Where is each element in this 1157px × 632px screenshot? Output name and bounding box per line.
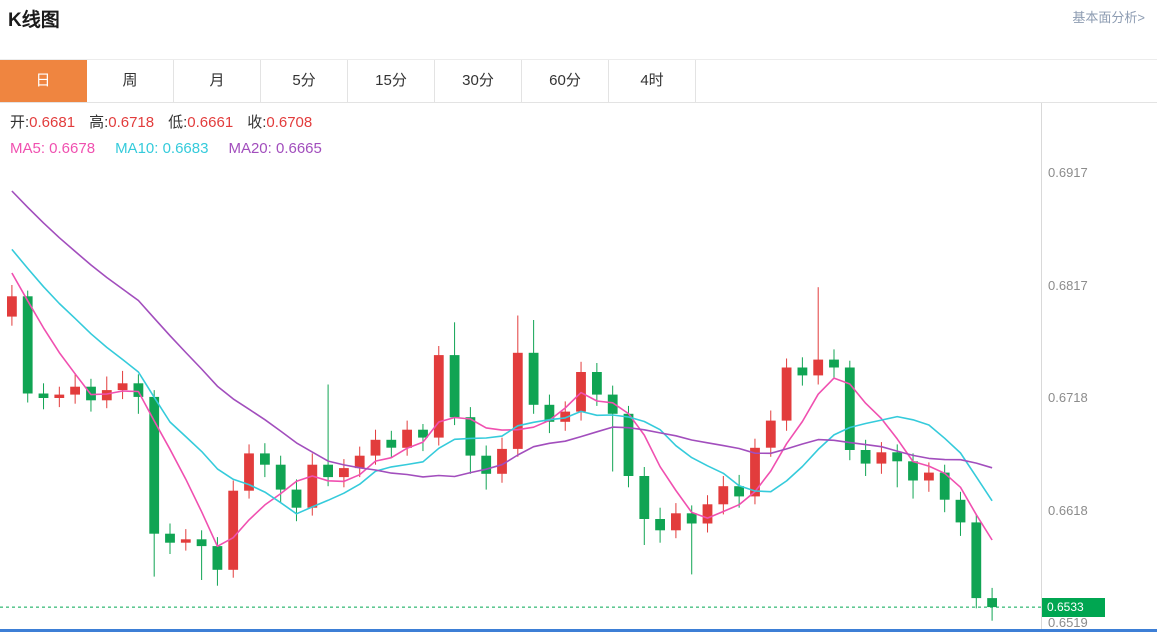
tab-15min[interactable]: 15分: [348, 60, 435, 102]
tab-5min[interactable]: 5分: [261, 60, 348, 102]
page-title: K线图: [8, 10, 60, 31]
axis-bottom-label: 0.6519: [1048, 614, 1088, 630]
tab-4hour[interactable]: 4时: [609, 60, 696, 102]
current-price-badge: 0.6533: [1042, 598, 1105, 618]
tab-week[interactable]: 周: [87, 60, 174, 102]
kline-plot[interactable]: [0, 103, 1041, 632]
tab-60min[interactable]: 60分: [522, 60, 609, 102]
axis-tick-label: 0.6917: [1048, 165, 1088, 181]
axis-tick-label: 0.6618: [1048, 503, 1088, 519]
interval-tabs: 日周月 5分 15分 30分 60分 4时: [0, 59, 1157, 103]
kline-chart[interactable]: 开:0.6681 高:0.6718 低:0.6661 收:0.6708 MA5: 0.…: [0, 103, 1041, 632]
price-axis: 0.6533 0.6519 0.6917 0.6817 0.6718 0.6618: [1041, 103, 1157, 632]
bottom-divider: [0, 629, 1157, 632]
axis-tick-label: 0.6718: [1048, 390, 1088, 406]
axis-tick-label: 0.6817: [1048, 278, 1088, 294]
tab-day[interactable]: 日: [0, 60, 87, 102]
fundamental-analysis-link[interactable]: 基本面分析>: [1072, 10, 1145, 25]
tab-30min[interactable]: 30分: [435, 60, 522, 102]
tab-month[interactable]: 月: [174, 60, 261, 102]
